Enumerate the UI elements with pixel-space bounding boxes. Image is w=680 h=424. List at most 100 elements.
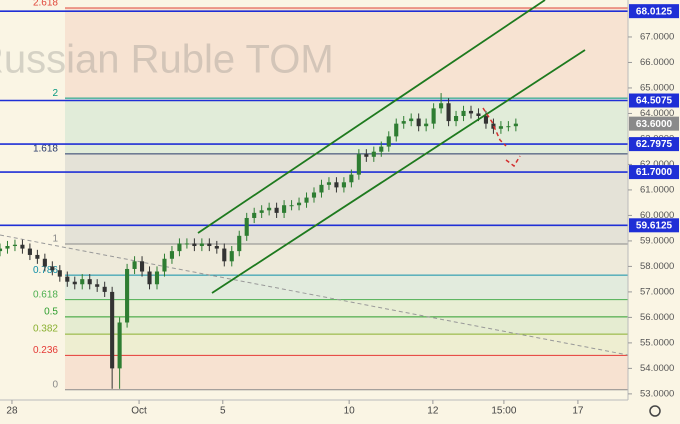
- candle-body: [177, 243, 182, 252]
- candle-body: [498, 126, 503, 129]
- fib-label: 1.618: [33, 143, 58, 154]
- fib-band: [65, 316, 628, 335]
- x-tick-label: 5: [220, 406, 226, 417]
- candle-body: [5, 246, 10, 249]
- candle-body: [244, 217, 249, 236]
- candle-body: [192, 243, 197, 247]
- candle-body: [117, 322, 122, 369]
- fib-band: [65, 98, 628, 154]
- candle-body: [483, 115, 489, 124]
- candles: [0, 93, 518, 389]
- candle-body: [289, 205, 294, 207]
- last-price-box: [629, 116, 679, 131]
- price-line-label: 59.6125: [636, 220, 673, 231]
- y-tick-label: 65.0000: [640, 82, 674, 93]
- fib-label: 2: [52, 88, 58, 99]
- y-tick-label: 67.0000: [640, 31, 674, 42]
- candle-body: [87, 279, 92, 285]
- fib-label: 0.236: [33, 345, 58, 356]
- x-tick-label: Oct: [131, 406, 147, 417]
- last-price-label: 63.6000: [636, 119, 673, 130]
- axes: 53.0000 54.0000 55.0000 56.0000 57.0000 58.00…: [6, 4, 679, 417]
- candle-body: [80, 279, 85, 285]
- candle-body: [252, 212, 257, 218]
- price-line-label: 62.7975: [636, 139, 673, 150]
- y-tick-label: 61.0000: [640, 184, 674, 195]
- x-tick-label: 15:00: [491, 406, 516, 417]
- y-tick-label: 62.0000: [640, 159, 674, 170]
- price-line-box: [629, 93, 679, 108]
- fib-label: 1: [52, 234, 58, 245]
- y-tick-label: 55.0000: [640, 337, 674, 348]
- candle-body: [431, 108, 436, 124]
- x-axis: [0, 400, 628, 424]
- candle-body: [154, 271, 160, 285]
- candle-body: [371, 151, 376, 157]
- candle-body: [364, 154, 369, 157]
- fib-band: [65, 299, 628, 317]
- price-line-box: [629, 4, 679, 19]
- candle-body: [222, 248, 227, 262]
- candle-body: [439, 103, 444, 109]
- watermark: Russian Ruble TOM: [0, 38, 334, 82]
- trend-line: [0, 234, 629, 356]
- candle-body: [102, 286, 107, 292]
- x-tick-label: 10: [344, 406, 356, 417]
- candle-body: [379, 146, 384, 152]
- candle-body: [356, 154, 361, 175]
- fib-label: 0.382: [33, 324, 58, 335]
- candle-body: [468, 110, 474, 114]
- price-line-box: [629, 218, 679, 233]
- candle-body: [259, 210, 264, 213]
- y-axis: [628, 0, 680, 424]
- candle-body: [296, 202, 302, 206]
- candle-body: [169, 251, 175, 259]
- price-line-label: 64.5075: [636, 96, 673, 107]
- candle-body: [65, 276, 70, 282]
- candle-body: [12, 244, 18, 247]
- candle-body: [424, 123, 429, 127]
- candle-body: [386, 136, 391, 147]
- candle-body: [147, 271, 152, 285]
- candle-body: [282, 205, 287, 213]
- candle-body: [453, 115, 459, 122]
- candle-body: [184, 243, 189, 245]
- price-line-box: [629, 165, 679, 180]
- candle-body: [349, 174, 354, 183]
- y-tick-label: 54.0000: [640, 363, 674, 374]
- settings-icon[interactable]: [649, 405, 661, 417]
- x-tick-label: 17: [572, 406, 584, 417]
- candle-body: [125, 268, 130, 323]
- candle-body: [35, 254, 40, 259]
- candle-body: [95, 284, 100, 287]
- candle-body: [199, 243, 204, 247]
- candle-body: [42, 258, 47, 267]
- candle-body: [461, 110, 466, 116]
- candle-body: [237, 235, 242, 252]
- x-tick-label: 28: [6, 406, 18, 417]
- candle-body: [326, 182, 332, 185]
- levels: 2.618 2 1.618 1 0.786 0.618 0.5 0.382 0.236 0: [0, 0, 628, 390]
- fib-label: 2.618: [33, 0, 58, 9]
- candle-body: [446, 103, 451, 122]
- price-line-label: 61.7000: [636, 167, 673, 178]
- candle-body: [416, 118, 421, 127]
- candle-body: [513, 123, 518, 127]
- y-tick-label: 53.0000: [640, 388, 674, 399]
- y-tick-label: 59.0000: [640, 235, 674, 246]
- candle-body: [229, 251, 234, 262]
- y-tick-label: 56.0000: [640, 312, 674, 323]
- candle-body: [267, 207, 272, 211]
- fib-bands: [65, 8, 628, 390]
- candle-body: [334, 182, 339, 188]
- fib-band: [65, 153, 628, 244]
- price-line-box: [629, 137, 679, 152]
- fib-band: [65, 334, 628, 356]
- candle-body: [0, 248, 3, 252]
- candle-body: [311, 192, 317, 198]
- candle-body: [274, 207, 279, 213]
- price-line-label: 68.0125: [636, 6, 673, 17]
- fib-band: [65, 355, 628, 390]
- y-tick-label: 64.0000: [640, 108, 674, 119]
